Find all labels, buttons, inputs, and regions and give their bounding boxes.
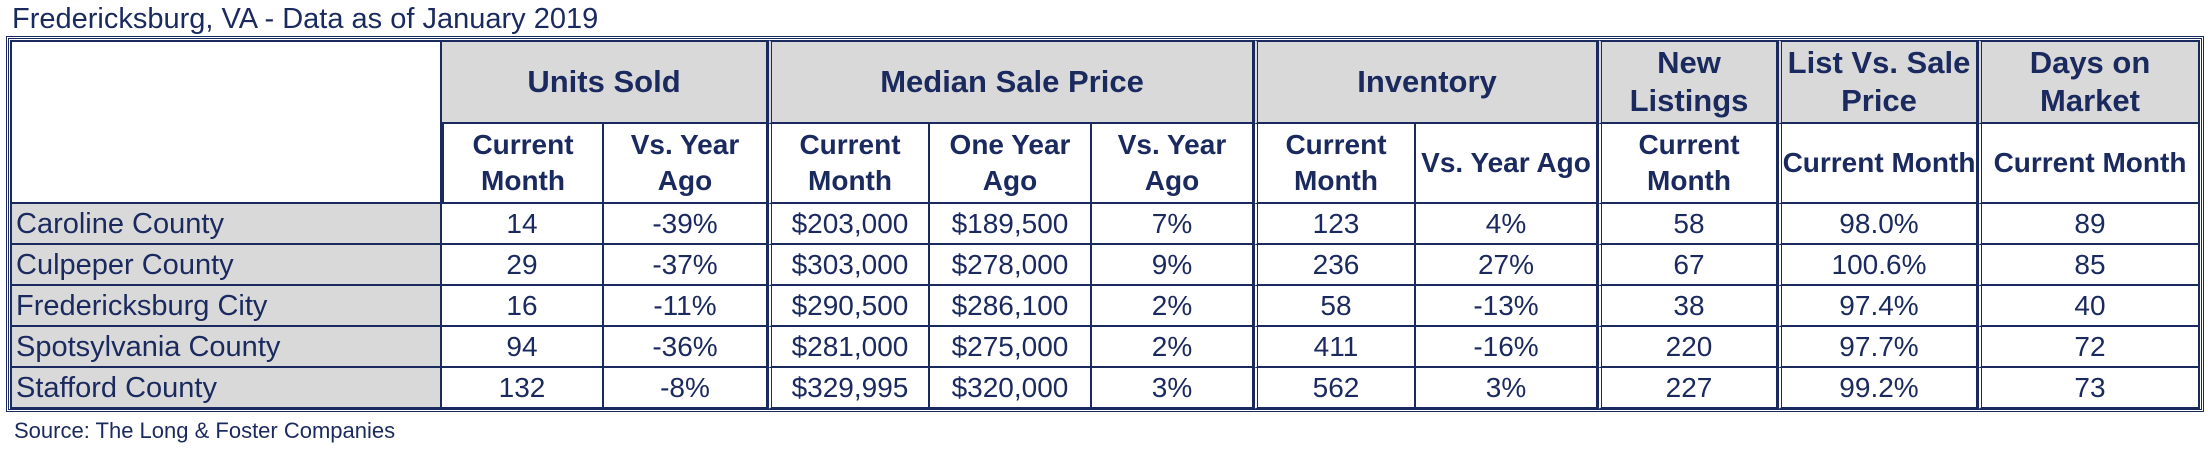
data-cell: $303,000: [768, 245, 930, 286]
data-cell: 58: [1254, 286, 1416, 327]
data-cell: 27%: [1416, 245, 1598, 286]
data-cell: 14: [442, 204, 604, 245]
data-cell: 58: [1598, 204, 1778, 245]
sub-header: Vs. Year Ago: [1416, 124, 1598, 204]
data-cell: 132: [442, 368, 604, 409]
row-label: Fredericksburg City: [10, 286, 442, 327]
data-cell: $290,500: [768, 286, 930, 327]
row-label: Culpeper County: [10, 245, 442, 286]
data-cell: 98.0%: [1778, 204, 1978, 245]
sub-header: Current Month: [1254, 124, 1416, 204]
group-header-inventory: Inventory: [1254, 40, 1598, 124]
sub-header: Current Month: [442, 124, 604, 204]
table-row: Culpeper County 29 -37% $303,000 $278,000 9% 2…: [10, 245, 2200, 286]
data-cell: 29: [442, 245, 604, 286]
data-cell: 4%: [1416, 204, 1598, 245]
group-header-list-vs-sale-price: List Vs. Sale Price: [1778, 40, 1978, 124]
group-header-units-sold: Units Sold: [442, 40, 768, 124]
data-cell: -37%: [604, 245, 768, 286]
data-cell: 97.4%: [1778, 286, 1978, 327]
data-cell: 220: [1598, 327, 1778, 368]
table-row: Caroline County 14 -39% $203,000 $189,500 7% 1…: [10, 204, 2200, 245]
data-cell: $329,995: [768, 368, 930, 409]
group-header-row: Units Sold Median Sale Price Inventory N…: [10, 40, 2200, 204]
sub-header: One Year Ago: [930, 124, 1092, 204]
data-cell: 3%: [1416, 368, 1598, 409]
table-row: Stafford County 132 -8% $329,995 $320,000 3% 5…: [10, 368, 2200, 409]
sub-header: Current Month: [1978, 124, 2200, 204]
data-cell: 9%: [1092, 245, 1254, 286]
data-cell: 123: [1254, 204, 1416, 245]
data-cell: 85: [1978, 245, 2200, 286]
row-label: Stafford County: [10, 368, 442, 409]
data-cell: 2%: [1092, 327, 1254, 368]
data-cell: -36%: [604, 327, 768, 368]
table-row: Spotsylvania County 94 -36% $281,000 $275,00…: [10, 327, 2200, 368]
corner-cell: [10, 40, 442, 204]
data-cell: $275,000: [930, 327, 1092, 368]
data-cell: $278,000: [930, 245, 1092, 286]
data-cell: 236: [1254, 245, 1416, 286]
data-cell: $320,000: [930, 368, 1092, 409]
data-cell: -39%: [604, 204, 768, 245]
data-cell: 16: [442, 286, 604, 327]
data-cell: $281,000: [768, 327, 930, 368]
page-title: Fredericksburg, VA - Data as of January …: [12, 3, 599, 35]
data-cell: 40: [1978, 286, 2200, 327]
sub-header: Current Month: [1598, 124, 1778, 204]
group-header-days-on-market: Days on Market: [1978, 40, 2200, 124]
data-cell: -13%: [1416, 286, 1598, 327]
row-label: Spotsylvania County: [10, 327, 442, 368]
group-header-median-sale-price: Median Sale Price: [768, 40, 1254, 124]
market-data-table: Units Sold Median Sale Price Inventory N…: [10, 40, 2200, 409]
data-cell: 97.7%: [1778, 327, 1978, 368]
row-label: Caroline County: [10, 204, 442, 245]
data-cell: -8%: [604, 368, 768, 409]
data-cell: 99.2%: [1778, 368, 1978, 409]
data-cell: 3%: [1092, 368, 1254, 409]
data-cell: $203,000: [768, 204, 930, 245]
table-row: Fredericksburg City 16 -11% $290,500 $286,10…: [10, 286, 2200, 327]
sub-header: Current Month: [768, 124, 930, 204]
data-cell: $189,500: [930, 204, 1092, 245]
sub-header: Vs. Year Ago: [604, 124, 768, 204]
data-cell: 227: [1598, 368, 1778, 409]
sub-header-row: Current Month Vs. Year Ago Current Month…: [10, 124, 2200, 204]
data-cell: 100.6%: [1778, 245, 1978, 286]
data-cell: 7%: [1092, 204, 1254, 245]
data-cell: $286,100: [930, 286, 1092, 327]
data-cell: 67: [1598, 245, 1778, 286]
data-cell: 94: [442, 327, 604, 368]
data-cell: -11%: [604, 286, 768, 327]
sub-header: Vs. Year Ago: [1092, 124, 1254, 204]
data-cell: 38: [1598, 286, 1778, 327]
sub-header: Current Month: [1778, 124, 1978, 204]
data-cell: 73: [1978, 368, 2200, 409]
table-frame: [6, 36, 2204, 412]
data-cell: 89: [1978, 204, 2200, 245]
data-cell: 72: [1978, 327, 2200, 368]
data-cell: 411: [1254, 327, 1416, 368]
source-note: Source: The Long & Foster Companies: [14, 418, 396, 443]
group-header-new-listings: New Listings: [1598, 40, 1778, 124]
data-cell: -16%: [1416, 327, 1598, 368]
data-cell: 2%: [1092, 286, 1254, 327]
data-cell: 562: [1254, 368, 1416, 409]
